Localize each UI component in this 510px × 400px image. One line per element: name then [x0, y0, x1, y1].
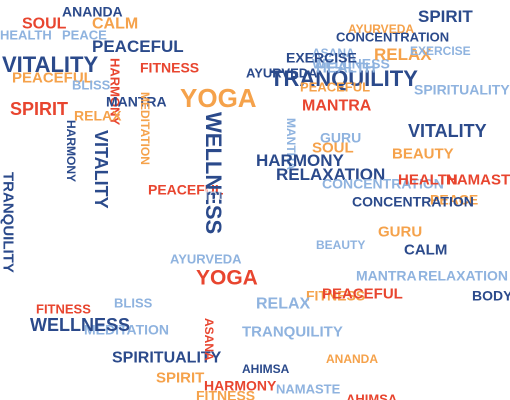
word-peace-49: PEACE: [430, 191, 478, 207]
word-tranquility-26: TRANQUILITY: [270, 66, 418, 91]
word-beauty-51: BEAUTY: [392, 145, 454, 162]
word-spirit-9: SPIRIT: [10, 99, 68, 119]
word-health-33: HEALTH: [316, 59, 376, 76]
word-mantra-13: MANTRA: [106, 93, 167, 109]
word-concentration-31: CONCENTRATION: [322, 175, 444, 191]
word-relax-14: RELAX: [74, 107, 122, 123]
word-soul-47: SOUL: [312, 139, 354, 156]
word-bliss-45: BLISS: [114, 296, 153, 311]
word-wellness-19: WELLNESS: [201, 112, 226, 234]
word-spirit-44: SPIRIT: [156, 369, 204, 386]
word-ananda-0: ANANDA: [62, 3, 123, 19]
word-vitality-17: VITALITY: [91, 130, 111, 209]
word-guru-37: GURU: [320, 129, 361, 145]
word-ayurveda-29: AYURVEDA: [246, 66, 318, 81]
word-asana-52: ASANA: [312, 46, 355, 60]
word-bliss-12: BLISS: [72, 78, 111, 93]
word-exercise-41: EXERCISE: [410, 44, 471, 58]
word-yoga-21: YOGA: [180, 83, 257, 113]
word-fitness-36: FITNESS: [306, 287, 365, 303]
word-peace-4: PEACE: [62, 28, 107, 43]
word-ayurveda-53: AYURVEDA: [348, 22, 414, 36]
word-tranquility-40: TRANQUILITY: [242, 323, 343, 340]
word-yoga-24: YOGA: [196, 266, 258, 289]
word-mantra-22: MANTRA: [284, 118, 298, 170]
word-mantra-34: MANTRA: [302, 97, 372, 114]
word-spirituality-23: SPIRITUALITY: [414, 81, 510, 97]
word-harmony-35: HARMONY: [256, 151, 344, 170]
word-relax-30: RELAX: [374, 45, 432, 64]
word-namaste-48: NAMASTE: [276, 382, 341, 397]
word-vitality-6: VITALITY: [2, 52, 98, 77]
watermark-text: fotolia/iriskaya: [204, 187, 305, 204]
word-peaceful-27: PEACEFUL: [300, 80, 370, 95]
word-fitness-25: FITNESS: [36, 302, 91, 317]
word-fitness-8: FITNESS: [140, 59, 199, 75]
word-wellness-28: WELLNESS: [312, 55, 390, 71]
word-spirituality-32: SPIRITUALITY: [112, 349, 222, 366]
word-harmony-10: HARMONY: [107, 58, 122, 125]
word-harmony-69: HARMONY: [204, 377, 277, 393]
word-relaxation-20: RELAXATION: [276, 165, 385, 184]
word-ayurveda-61: AYURVEDA: [170, 252, 242, 267]
word-ahimsa-62: AHIMSA: [346, 392, 398, 400]
word-health-59: HEALTH: [398, 171, 458, 188]
word-calm-2: CALM: [92, 15, 138, 32]
word-wellness-46: WELLNESS: [30, 315, 130, 335]
word-exercise-63: EXERCISE: [286, 49, 357, 65]
word-asana-70: ASANA: [202, 318, 216, 361]
word-peaceful-7: PEACEFUL: [12, 69, 93, 86]
word-relaxation-57: RELAXATION: [418, 267, 508, 283]
word-ananda-68: ANANDA: [326, 352, 378, 366]
word-mantra-54: MANTRA: [356, 267, 417, 283]
word-ahimsa-43: AHIMSA: [242, 362, 290, 376]
word-peaceful-18: PEACEFUL: [148, 181, 224, 197]
word-soul-1: SOUL: [22, 15, 67, 32]
word-namaste-58: NAMASTE: [446, 171, 510, 188]
word-peaceful-5: PEACEFUL: [92, 37, 184, 56]
word-guru-50: GURU: [378, 223, 422, 240]
word-peaceful-66: PEACEFUL: [322, 285, 403, 302]
word-vitality-38: VITALITY: [408, 121, 487, 141]
word-fitness-64: FITNESS: [196, 387, 255, 400]
word-body-67: BODY: [472, 287, 510, 303]
word-tranquility-11: TRANQUILITY: [0, 172, 17, 273]
word-concentration-39: CONCENTRATION: [336, 30, 449, 45]
word-beauty-71: BEAUTY: [316, 238, 365, 252]
word-meditation-42: MEDITATION: [84, 321, 169, 337]
word-calm-60: CALM: [404, 241, 447, 258]
word-health-3: HEALTH: [0, 28, 52, 43]
word-concentration-56: CONCENTRATION: [352, 193, 474, 209]
word-meditation-16: MEDITATION: [138, 92, 152, 165]
word-spirit-55: SPIRIT: [418, 7, 473, 26]
word-relax-65: RELAX: [256, 295, 311, 312]
word-harmony-15: HARMONY: [64, 120, 78, 182]
